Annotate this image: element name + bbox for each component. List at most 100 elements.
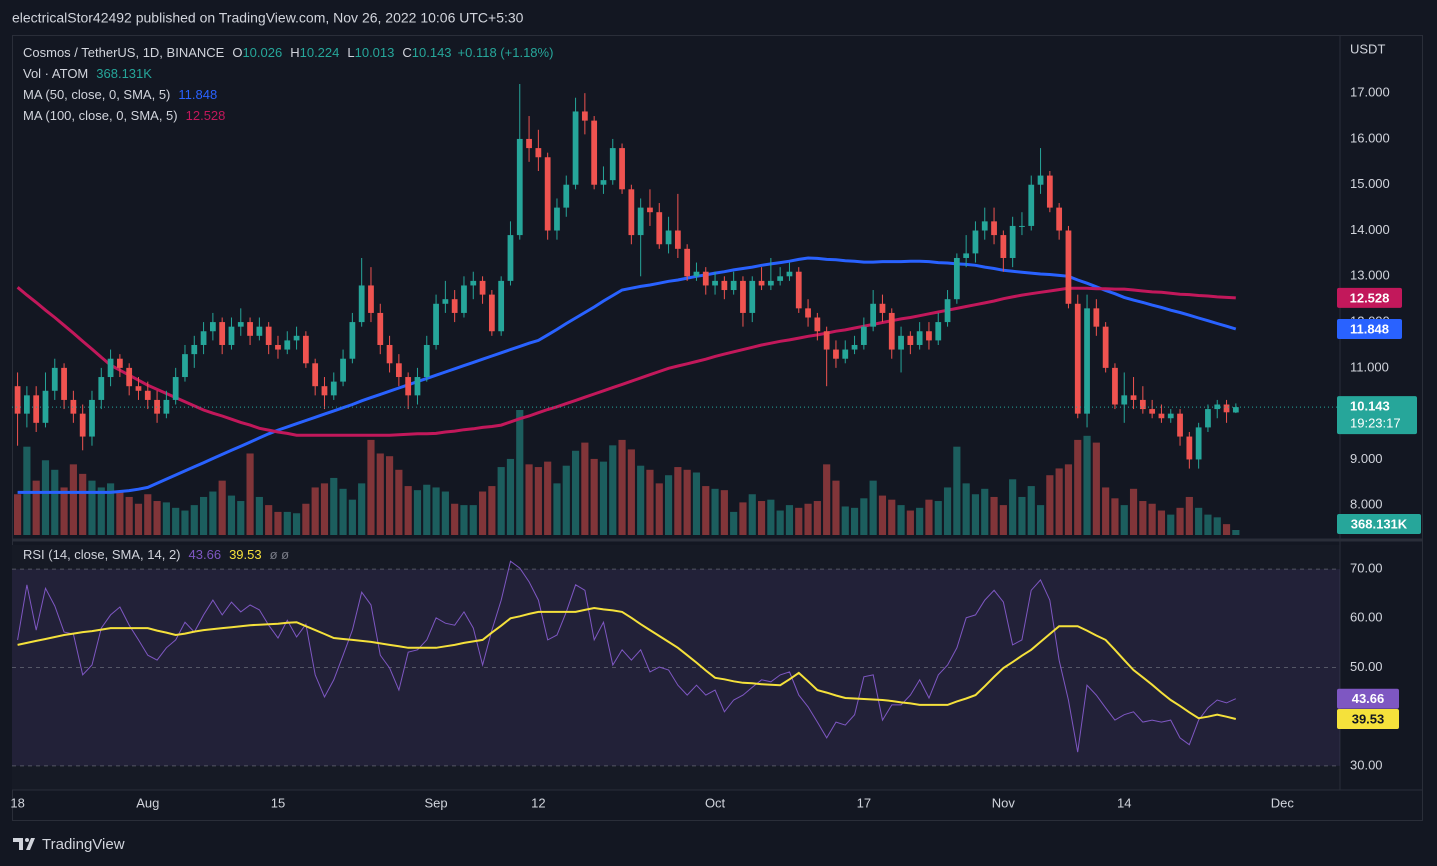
volume-bar <box>943 487 952 535</box>
candle-body <box>414 377 421 396</box>
volume-bar <box>832 480 840 535</box>
plot <box>12 83 1340 767</box>
volume-bar <box>1009 479 1017 535</box>
volume-bar <box>925 499 933 535</box>
volume-bar <box>88 480 96 535</box>
candle-body <box>991 221 997 236</box>
symbol: Cosmos / TetherUS, 1D, BINANCE <box>23 45 225 60</box>
candle-body <box>823 331 830 350</box>
x-tick-label: Sep <box>424 795 447 810</box>
volume-bar <box>888 499 896 535</box>
ohlc-value: 10.026 <box>242 45 282 60</box>
y-tick-label: 17.000 <box>1350 85 1390 100</box>
candle-body <box>423 344 430 378</box>
candle-body <box>935 322 942 341</box>
volume-bar <box>971 494 980 535</box>
volume-name: Vol · ATOM <box>23 66 88 81</box>
volume-bar <box>1139 501 1147 535</box>
candle-body <box>1149 409 1156 414</box>
volume-bar <box>1046 475 1054 535</box>
volume-bar <box>488 486 496 535</box>
candle-body <box>228 326 235 345</box>
volume-bar <box>1036 505 1045 535</box>
candle-body <box>405 377 412 396</box>
volume-bar <box>116 491 124 535</box>
publisher-line: electricalStor42492 published on Trading… <box>12 10 524 26</box>
candle-body <box>275 344 281 350</box>
ohlc-key: L <box>347 45 354 60</box>
candle-body <box>1214 404 1221 410</box>
volume-bar <box>451 503 459 535</box>
volume-bar <box>692 472 701 535</box>
ohlc-key: C <box>402 45 411 60</box>
ma100-tag <box>1337 287 1402 308</box>
volume-bar <box>153 501 161 535</box>
volume-bar <box>32 480 40 535</box>
candle-body <box>637 207 644 236</box>
candle-body <box>674 230 681 249</box>
candle-body <box>888 312 895 350</box>
candle-body <box>758 280 765 286</box>
candle-body <box>963 253 970 258</box>
candle-body <box>1112 367 1118 405</box>
rsi-tick-label: 60.00 <box>1350 610 1383 625</box>
volume-bar <box>497 467 505 535</box>
candle-body <box>833 349 839 359</box>
x-tick-label: 12 <box>531 795 545 810</box>
volume-bar <box>330 477 338 535</box>
volume-bar <box>544 461 552 535</box>
candle-body <box>302 335 309 364</box>
candle-body <box>1056 207 1063 231</box>
candle-body <box>749 280 756 313</box>
moving-average <box>17 256 1237 494</box>
volume-bar <box>60 487 68 535</box>
candle-body <box>777 276 784 281</box>
volume-value: 368.131K <box>96 66 152 81</box>
x-tick-label: Nov <box>992 795 1016 810</box>
candle-body <box>554 207 560 231</box>
candle-body <box>470 280 477 286</box>
candle-body <box>684 248 691 277</box>
candle-body <box>321 386 328 396</box>
candle-body <box>535 148 542 158</box>
volume-bar <box>283 511 291 535</box>
volume-bar <box>1120 505 1128 535</box>
volume-bar <box>1157 510 1166 535</box>
volume-bar <box>395 469 403 535</box>
volume-bar <box>869 480 877 535</box>
volume-bar <box>553 483 561 535</box>
candle-body <box>712 280 718 286</box>
ohlc-key: O <box>232 45 242 60</box>
candle-body <box>795 271 802 309</box>
volume-bar <box>181 510 189 535</box>
volume-bar <box>534 467 542 535</box>
volume-bar <box>367 439 375 535</box>
volume-bar <box>292 513 301 535</box>
legend-ma50: MA (50, close, 0, SMA, 5) 11.848 <box>23 87 217 102</box>
candle-body <box>237 322 244 327</box>
candle-body <box>191 344 198 355</box>
candle-body <box>61 367 67 400</box>
candle-body <box>116 358 123 368</box>
rsi-sma-value: 39.53 <box>229 547 262 562</box>
volume-bar <box>51 469 59 535</box>
volume-bar <box>1092 442 1100 535</box>
candle-body <box>953 257 960 300</box>
candle-body <box>451 299 458 313</box>
volume-tag-label: 368.131K <box>1351 516 1408 531</box>
volume-bar <box>106 483 115 535</box>
volume-bar <box>590 458 598 535</box>
ohlc-value: 10.013 <box>355 45 395 60</box>
candle-body <box>1139 399 1146 410</box>
y-tick-label: 11.000 <box>1350 359 1389 374</box>
candle-body <box>972 230 979 254</box>
candle-body <box>256 326 263 336</box>
rsi-tag-label: 43.66 <box>1352 691 1385 706</box>
volume-bar <box>1074 439 1082 535</box>
volume-bar <box>906 510 914 535</box>
volume-bar <box>404 486 412 535</box>
candle-body <box>79 413 86 437</box>
candle-body <box>349 322 356 359</box>
